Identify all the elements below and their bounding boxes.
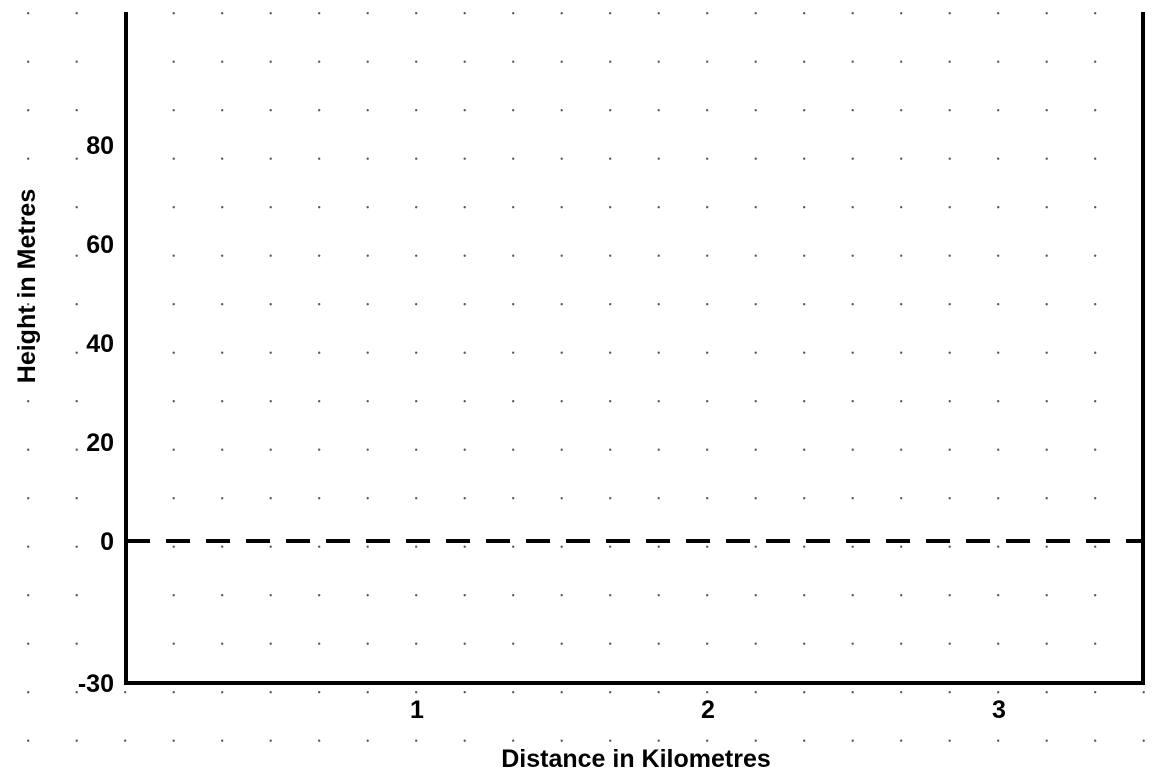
y-tick-label: 80	[86, 132, 114, 160]
x-tick-label: 3	[992, 696, 1006, 724]
y-axis-title: Height in Metres	[13, 189, 41, 383]
y-tick-labels: 80 60 40 20 0 -30	[78, 132, 114, 698]
axes	[124, 12, 1145, 685]
y-tick-label: -30	[78, 670, 114, 698]
y-tick-label: 0	[100, 528, 114, 556]
x-tick-labels: 1 2 3	[410, 696, 1006, 724]
y-tick-label: 60	[86, 231, 114, 259]
x-tick-label: 1	[410, 696, 424, 724]
x-axis-title: Distance in Kilometres	[501, 745, 771, 773]
y-tick-label: 20	[86, 429, 114, 457]
y-tick-label: 40	[86, 330, 114, 358]
x-tick-label: 2	[701, 696, 715, 724]
